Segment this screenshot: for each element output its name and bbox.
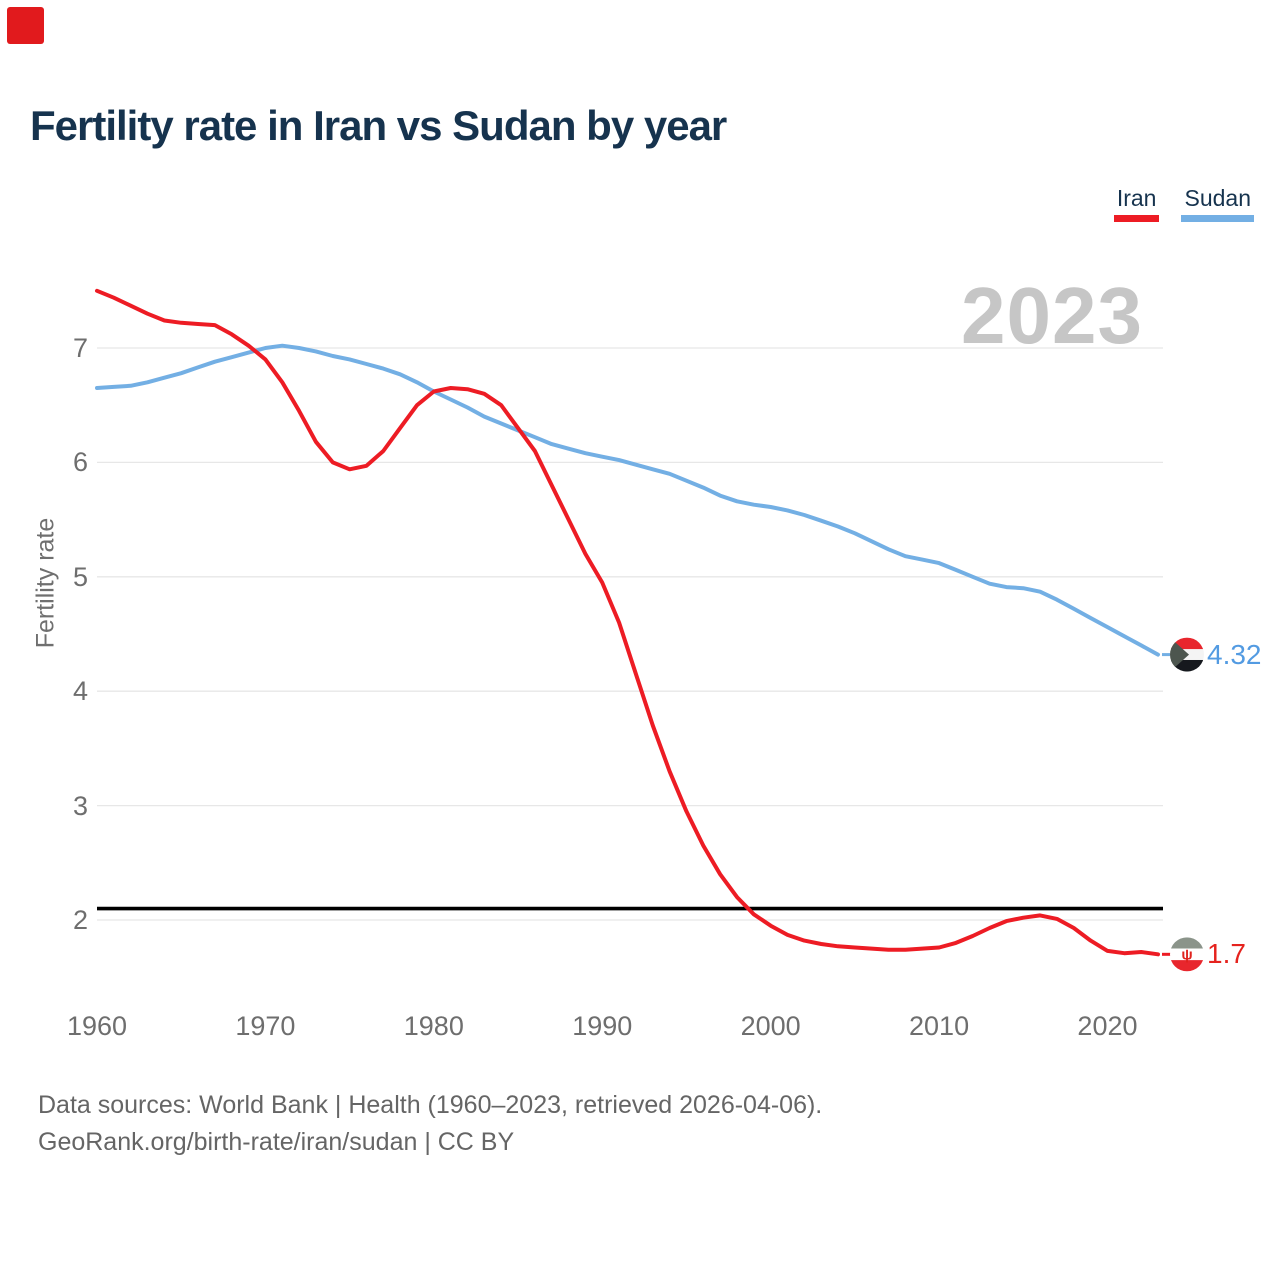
- series-line-iran[interactable]: [95, 288, 1160, 957]
- series-line-sudan[interactable]: [95, 343, 1160, 657]
- footer-sources-line: Data sources: World Bank | Health (1960–…: [38, 1091, 823, 1119]
- legend: Iran Sudan: [1113, 185, 1254, 223]
- footer: Data sources: World Bank | Health (1960–…: [38, 1087, 822, 1161]
- iran-emblem-icon: ψ: [1181, 946, 1192, 963]
- year-watermark: 2023: [961, 271, 1143, 360]
- sudan-flag-icon: [1170, 637, 1204, 672]
- legend-item-iran[interactable]: Iran: [1113, 185, 1160, 223]
- chart-title: Fertility rate in Iran vs Sudan by year: [30, 102, 727, 149]
- record-indicator-icon: [7, 7, 44, 44]
- iran-flag-icon: ψ: [1170, 937, 1204, 972]
- footer-attribution-line: GeoRank.org/birth-rate/iran/sudan | CC B…: [38, 1128, 515, 1156]
- legend-item-sudan[interactable]: Sudan: [1181, 185, 1254, 223]
